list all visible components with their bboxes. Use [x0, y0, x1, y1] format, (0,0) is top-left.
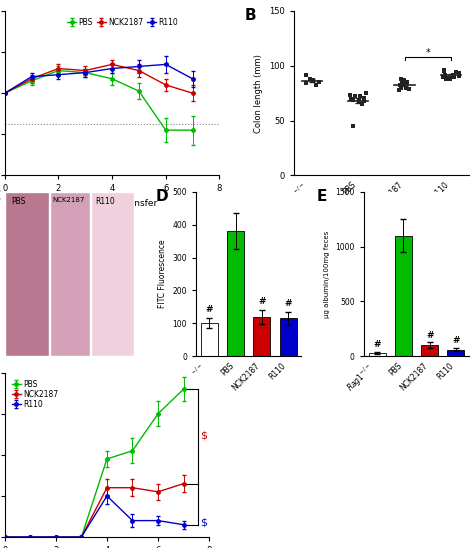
Point [346, 91, 354, 100]
Point [446, 75, 454, 83]
Point [350, 95, 357, 104]
Point [440, 67, 447, 76]
Point [397, 83, 405, 92]
Text: #: # [206, 305, 213, 315]
Point [310, 76, 317, 84]
Point [441, 70, 448, 79]
Point [358, 100, 365, 109]
Point [400, 76, 408, 84]
Bar [369, 353, 386, 356]
Point [397, 75, 405, 83]
Point [400, 81, 407, 90]
Text: B: B [245, 8, 256, 22]
Point [360, 93, 367, 102]
Text: $: $ [200, 517, 207, 528]
Point [440, 66, 448, 75]
Bar [201, 323, 218, 356]
Point [455, 71, 463, 80]
Text: PBS: PBS [11, 197, 26, 206]
Bar [447, 350, 465, 356]
Point [362, 89, 370, 98]
Point [351, 92, 359, 101]
Bar [5, 192, 48, 356]
Point [347, 94, 355, 103]
Point [395, 85, 402, 94]
Point [396, 81, 403, 90]
Legend: PBS, NCK2187, R110: PBS, NCK2187, R110 [9, 376, 61, 412]
Point [403, 78, 410, 87]
Y-axis label: Colon length (mm): Colon length (mm) [254, 54, 263, 133]
Bar [395, 236, 412, 356]
Point [401, 79, 409, 88]
Point [306, 75, 313, 83]
Text: #: # [452, 336, 460, 345]
Point [455, 69, 462, 78]
Text: #: # [284, 299, 292, 308]
Point [452, 68, 460, 77]
Point [442, 75, 449, 83]
Text: NCK2187: NCK2187 [53, 197, 85, 203]
Point [444, 73, 452, 82]
Bar [253, 317, 270, 356]
Legend: PBS, NCK2187, R110: PBS, NCK2187, R110 [64, 15, 182, 30]
Bar [227, 231, 244, 356]
Text: #: # [426, 330, 433, 340]
Text: #: # [258, 296, 265, 306]
Point [406, 84, 413, 93]
Text: D: D [156, 189, 169, 203]
Text: $: $ [200, 430, 207, 441]
Bar [91, 192, 134, 356]
Point [450, 72, 458, 81]
Point [402, 83, 410, 92]
Bar [50, 192, 90, 356]
Point [440, 72, 447, 81]
Point [302, 70, 310, 79]
Point [316, 78, 323, 87]
Text: #: # [374, 340, 381, 349]
Text: R110: R110 [95, 197, 115, 206]
Point [399, 79, 406, 88]
Point [349, 122, 357, 130]
Point [302, 79, 310, 88]
Text: *: * [426, 48, 430, 58]
Point [349, 94, 357, 103]
Point [312, 81, 319, 90]
Bar [421, 345, 438, 356]
Y-axis label: FITC Fluorescence: FITC Fluorescence [158, 239, 167, 309]
Point [361, 96, 368, 105]
Bar [280, 318, 297, 356]
Point [356, 92, 364, 101]
X-axis label: Weeks Post Transfer: Weeks Post Transfer [67, 199, 157, 208]
Point [355, 96, 363, 105]
Y-axis label: μg albumin/100mg feces: μg albumin/100mg feces [324, 230, 330, 318]
Text: E: E [316, 189, 327, 203]
Point [449, 70, 456, 79]
